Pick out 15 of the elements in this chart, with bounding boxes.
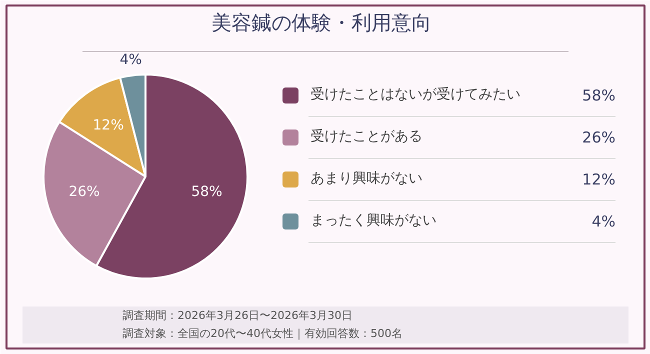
legend-label: まったく興味がない (310, 212, 436, 228)
chart-title: 美容鍼の体験・利用意向 (212, 10, 432, 34)
text: 調査期間：2026年3月26日〜2026年3月30日 (122, 309, 352, 322)
data-label: 26% (68, 184, 100, 200)
data-label: 58% (191, 184, 222, 200)
text: 12% (582, 170, 616, 188)
text: 58% (582, 86, 616, 104)
text: 26% (582, 128, 616, 146)
legend-label: 受けたことがある (310, 128, 422, 144)
legend-label: あまり興味がない (310, 170, 422, 186)
data-label: 12% (92, 117, 124, 134)
data-label: 4% (120, 52, 142, 68)
legend-label: 受けたことはないが受けてみたい (310, 86, 520, 102)
text: 調査対象：全国の20代〜40代女性｜有効回答数：500名 (122, 327, 402, 340)
text: 4% (592, 212, 616, 230)
